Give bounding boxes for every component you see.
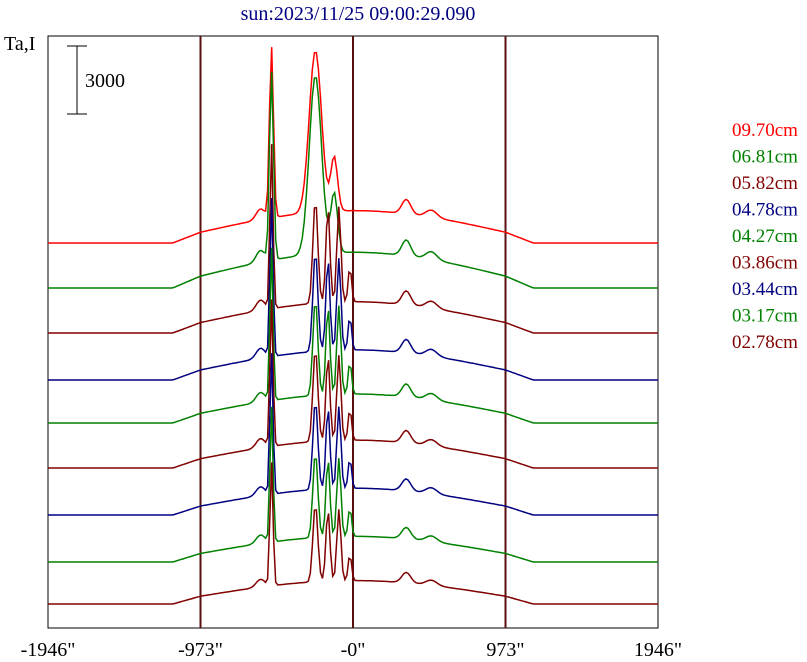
x-tick-labels: -1946" -973" -0" 973" 1946" — [21, 639, 683, 661]
x-tick-label: -0" — [341, 639, 366, 661]
series-line — [48, 353, 658, 516]
series-line — [48, 299, 658, 469]
x-tick-label: -973" — [178, 639, 223, 661]
series-line — [48, 47, 658, 244]
series-group — [48, 47, 658, 605]
series-line — [48, 247, 658, 424]
legend: 09.70cm 06.81cm 05.82cm 04.78cm 04.27cm 03.86… — [732, 120, 798, 353]
scale-bar: 3000 — [67, 45, 125, 115]
x-tick-label: -1946" — [21, 639, 76, 661]
scale-bar-label: 3000 — [85, 70, 125, 92]
x-tick-label: 973" — [486, 639, 524, 661]
series-line — [48, 197, 658, 381]
series-line — [48, 406, 658, 563]
chart-title: sun:2023/11/25 09:00:29.090 — [241, 3, 476, 25]
x-tick-label: 1946" — [634, 639, 682, 661]
legend-entry: 03.86cm — [732, 253, 798, 274]
legend-entry: 05.82cm — [732, 173, 798, 194]
legend-entry: 06.81cm — [732, 147, 798, 168]
series-line — [48, 71, 658, 289]
legend-entry: 09.70cm — [732, 120, 798, 141]
marker-lines — [199, 36, 507, 628]
legend-entry: 04.78cm — [732, 200, 798, 221]
legend-entry: 03.17cm — [732, 306, 798, 327]
legend-entry: 03.44cm — [732, 279, 798, 300]
series-line — [48, 462, 658, 605]
series-line — [48, 144, 658, 334]
legend-entry: 02.78cm — [732, 332, 798, 353]
y-axis-label: Ta,I — [4, 33, 35, 55]
legend-entry: 04.27cm — [732, 226, 798, 247]
